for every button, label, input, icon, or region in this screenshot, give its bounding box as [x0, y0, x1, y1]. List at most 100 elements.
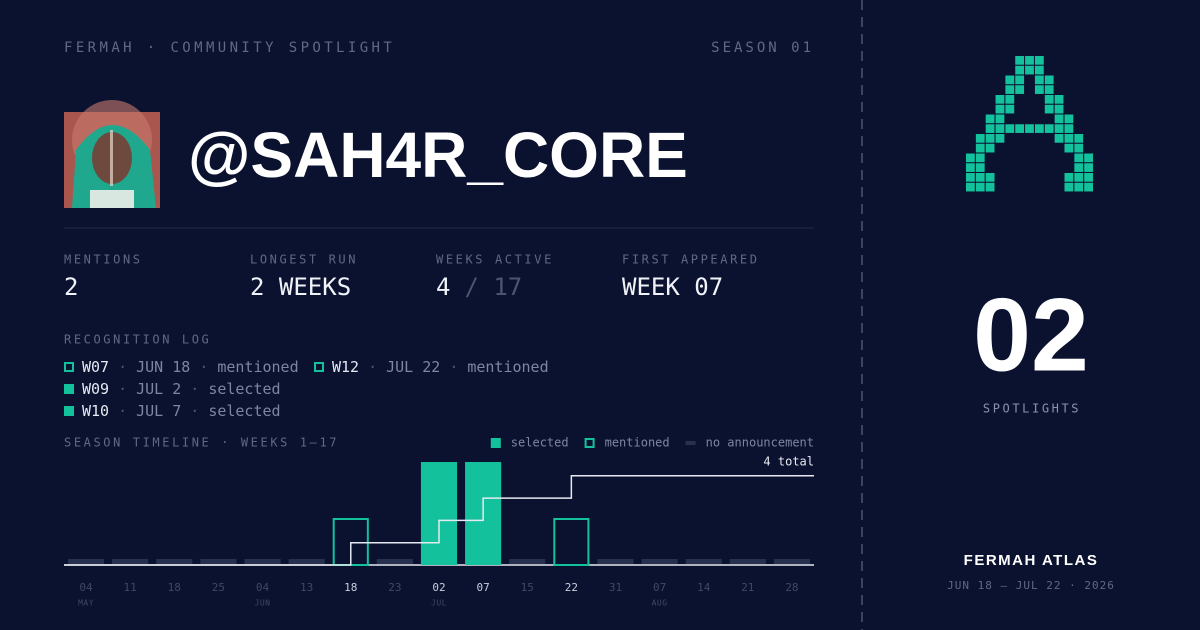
stat-value: 4 / 17 — [436, 273, 522, 301]
logo-pixel — [1015, 124, 1025, 133]
log-entry: W10 · JUL 7 · selected — [82, 402, 281, 420]
logo-pixel — [1044, 104, 1054, 114]
week-label: 07 — [476, 581, 489, 594]
log-entry: W09 · JUL 2 · selected — [82, 380, 281, 398]
logo-pixel — [966, 153, 975, 163]
marker — [490, 438, 501, 448]
logo-pixel — [1074, 153, 1084, 163]
month-label: AUG — [652, 599, 668, 608]
logo-pixel — [985, 143, 995, 153]
marker — [64, 362, 74, 372]
week-label: 07 — [653, 581, 666, 594]
brand: FERMAH · COMMUNITY SPOTLIGHT — [64, 40, 395, 56]
log-week: W07 — [82, 358, 109, 376]
logo-pixel — [995, 134, 1005, 143]
logo-pixel — [1025, 124, 1034, 133]
logo-pixel — [995, 95, 1005, 104]
marker — [64, 384, 74, 394]
log-entry: W07 · JUN 18 · mentioned — [82, 358, 299, 376]
logo-pixel — [1015, 75, 1025, 85]
logo-pixel — [995, 104, 1005, 114]
spotlight-label: SPOTLIGHTS — [983, 402, 1081, 416]
logo-pixel — [966, 163, 975, 172]
logo-pixel — [1084, 163, 1093, 172]
log-sep: · — [449, 358, 458, 376]
log-date: JUL 2 — [136, 380, 181, 398]
logo-pixel — [1044, 95, 1054, 104]
week-label: 23 — [388, 581, 401, 594]
log-sep: · — [190, 380, 199, 398]
logo-pixel — [1044, 75, 1054, 85]
logo-pixel — [1034, 85, 1044, 94]
logo-pixel — [985, 124, 995, 133]
bar-none — [597, 559, 634, 564]
logo-pixel — [1015, 85, 1025, 94]
marker — [685, 441, 696, 445]
timeline-title: SEASON TIMELINE · WEEKS 1–17 — [64, 436, 339, 450]
stat-label: LONGEST RUN — [250, 253, 358, 267]
month-label: JUN — [255, 599, 271, 608]
bar-none — [156, 559, 193, 564]
logo-pixel — [1044, 85, 1054, 94]
legend-label: no announcement — [706, 436, 814, 450]
week-label: 18 — [344, 581, 357, 594]
stat-label: WEEKS ACTIVE — [436, 253, 554, 267]
log-week: W10 — [82, 402, 109, 420]
marker — [314, 362, 324, 372]
logo-pixel — [1074, 182, 1084, 192]
log-date: JUL 7 — [136, 402, 181, 420]
logo — [966, 56, 1093, 192]
logo-pixel — [1034, 65, 1044, 75]
avatar — [64, 100, 160, 208]
log-sep: · — [199, 358, 208, 376]
bar-none — [685, 559, 722, 564]
logo-pixel — [1044, 124, 1054, 133]
logo-pixel — [1054, 104, 1064, 114]
footer-range: JUN 18 — JUL 22 · 2026 — [947, 579, 1115, 592]
logo-pixel — [1015, 56, 1025, 65]
bar-none — [773, 559, 810, 564]
bar-none — [200, 559, 237, 564]
logo-pixel — [995, 124, 1005, 133]
week-label: 13 — [300, 581, 313, 594]
log-status: mentioned — [217, 358, 298, 376]
log-status: mentioned — [467, 358, 548, 376]
logo-pixel — [1064, 182, 1074, 192]
week-label: 31 — [609, 581, 622, 594]
week-label: 14 — [697, 581, 711, 594]
log-sep: · — [118, 380, 127, 398]
bar-none — [376, 559, 413, 564]
logo-pixel — [1074, 173, 1084, 182]
stat-value: 2 WEEKS — [250, 273, 351, 301]
month-label: JUL — [431, 599, 447, 608]
logo-pixel — [1015, 65, 1025, 75]
logo-pixel — [975, 182, 985, 192]
logo-pixel — [1054, 95, 1064, 104]
logo-pixel — [975, 163, 985, 172]
bar-none — [729, 559, 766, 564]
logo-pixel — [1054, 134, 1064, 143]
logo-pixel — [966, 182, 975, 192]
logo-pixel — [975, 173, 985, 182]
week-label: 18 — [168, 581, 181, 594]
logo-pixel — [1064, 143, 1074, 153]
stat-number: 4 — [436, 273, 450, 301]
logo-pixel — [995, 114, 1005, 124]
logo-pixel — [985, 182, 995, 192]
marker — [64, 406, 74, 416]
bar-mentioned — [553, 518, 590, 566]
logo-pixel — [985, 173, 995, 182]
week-label: 25 — [212, 581, 225, 594]
logo-pixel — [1074, 134, 1084, 143]
legend-label: selected — [511, 436, 569, 450]
marker — [584, 438, 595, 448]
log-week: W12 — [332, 358, 359, 376]
logo-pixel — [1084, 182, 1093, 192]
logo-pixel — [1034, 75, 1044, 85]
log-date: JUN 18 — [136, 358, 190, 376]
bar-none — [288, 559, 325, 564]
logo-pixel — [966, 173, 975, 182]
logo-pixel — [1084, 173, 1093, 182]
